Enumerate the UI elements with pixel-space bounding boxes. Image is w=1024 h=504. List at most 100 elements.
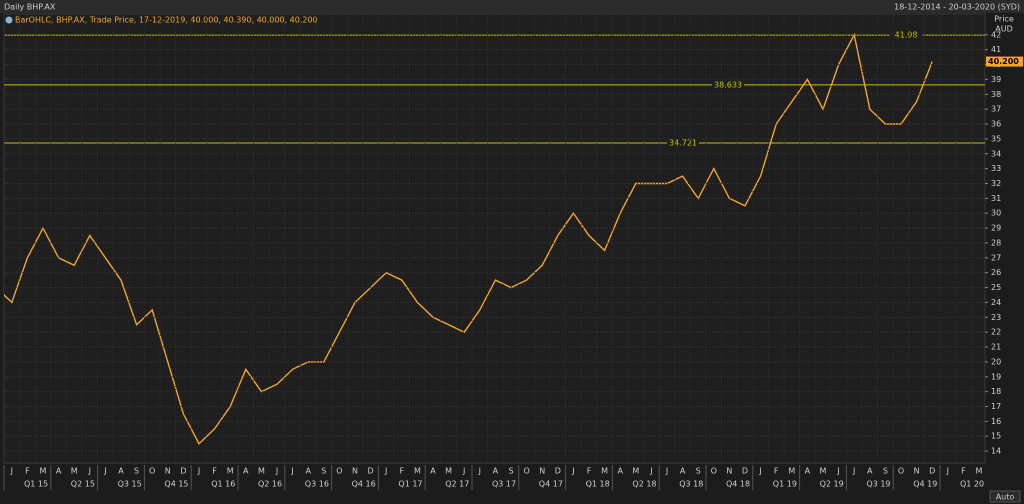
- x-tick-label: J: [275, 467, 278, 476]
- x-tick-label: M: [976, 467, 983, 476]
- x-tick-label: A: [243, 467, 249, 476]
- x-tick-label: F: [399, 467, 404, 476]
- x-tick-label: S: [508, 467, 513, 476]
- x-tick-label: O: [711, 467, 717, 476]
- price-line: [4, 32, 933, 445]
- x-tick-label: D: [180, 467, 186, 476]
- quarter-label: Q3 18: [679, 480, 703, 489]
- x-tick-label: J: [478, 467, 481, 476]
- x-tick-label: J: [852, 467, 855, 476]
- x-tick-label: J: [462, 467, 465, 476]
- x-tick-label: J: [197, 467, 200, 476]
- y-tick-label: 27: [991, 253, 1001, 262]
- quarter-label: Q3 15: [118, 480, 142, 489]
- plot: 41.98 38.633 34.721: [4, 30, 985, 445]
- y-tick-label: 33: [991, 164, 1001, 173]
- x-tick-label: F: [587, 467, 592, 476]
- level-label: 38.633: [714, 80, 742, 89]
- x-tick-label: N: [539, 467, 545, 476]
- x-tick-label: A: [305, 467, 311, 476]
- y-tick-label: 30: [991, 209, 1001, 218]
- y-tick-label: 41: [991, 45, 1001, 54]
- x-tick-label: A: [805, 467, 811, 476]
- x-tick-label: A: [493, 467, 499, 476]
- x-tick-label: A: [867, 467, 873, 476]
- level-label: 34.721: [669, 139, 697, 148]
- y-tick-label: 35: [991, 134, 1001, 143]
- x-tick-label: O: [523, 467, 529, 476]
- x-tick-label: M: [71, 467, 78, 476]
- x-tick-label: S: [883, 467, 888, 476]
- quarter-label: Q1 20: [960, 480, 984, 489]
- quarter-label: Q4 17: [539, 480, 563, 489]
- x-tick-label: S: [696, 467, 701, 476]
- quarter-label: Q4 19: [913, 480, 937, 489]
- y-tick-label: 23: [991, 313, 1001, 322]
- x-tick-label: A: [680, 467, 686, 476]
- x-tick-label: J: [384, 467, 387, 476]
- x-tick-label: O: [336, 467, 342, 476]
- y-tick-label: 15: [991, 432, 1001, 441]
- quarter-label: Q3 17: [492, 480, 516, 489]
- x-tick-label: M: [445, 467, 452, 476]
- quarter-label: Q1 17: [398, 480, 422, 489]
- quarter-label: Q1 19: [773, 480, 797, 489]
- y-tick-label: 38: [991, 90, 1001, 99]
- y-tick-label: 39: [991, 75, 1001, 84]
- plot-area: [3, 13, 986, 464]
- x-tick-label: N: [914, 467, 920, 476]
- x-tick-label: M: [788, 467, 795, 476]
- x-tick-label: F: [212, 467, 217, 476]
- auto-button-label[interactable]: Auto: [996, 493, 1015, 502]
- y-tick-label: 28: [991, 238, 1001, 247]
- auto-button[interactable]: [989, 490, 1021, 503]
- x-tick-label: S: [134, 467, 139, 476]
- x-tick-label: D: [368, 467, 374, 476]
- x-tick-label: M: [40, 467, 47, 476]
- quarter-label: Q2 18: [632, 480, 656, 489]
- y-tick-label: 16: [991, 417, 1001, 426]
- x-tick-label: J: [836, 467, 839, 476]
- x-tick-label: J: [649, 467, 652, 476]
- y-tick-label: 22: [991, 328, 1001, 337]
- x-tick-label: M: [258, 467, 265, 476]
- quarter-label: Q3 16: [305, 480, 329, 489]
- y-tick-label: 29: [991, 224, 1001, 233]
- quarter-label: Q1 16: [211, 480, 235, 489]
- x-tick-label: N: [726, 467, 732, 476]
- x-tick-label: N: [165, 467, 171, 476]
- y-tick-label: 37: [991, 105, 1001, 114]
- x-tick-label: O: [149, 467, 155, 476]
- y-tick-label: 24: [991, 298, 1001, 307]
- quarter-label: Q2 15: [71, 480, 95, 489]
- x-tick-label: F: [25, 467, 30, 476]
- level-label-bg: [890, 30, 922, 40]
- y-tick-label: 19: [991, 372, 1001, 381]
- x-tick-label: J: [10, 467, 13, 476]
- x-tick-label: D: [555, 467, 561, 476]
- x-tick-label: F: [774, 467, 779, 476]
- y-axis-label: Price: [994, 15, 1014, 24]
- x-tick-label: M: [820, 467, 827, 476]
- x-tick-label: J: [103, 467, 106, 476]
- x-tick-label: J: [571, 467, 574, 476]
- quarter-label: Q2 16: [258, 480, 282, 489]
- y-tick-label: 32: [991, 179, 1001, 188]
- quarter-label: Q2 19: [820, 480, 844, 489]
- y-tick-label: 42: [991, 30, 1001, 39]
- quarter-label: Q1 18: [586, 480, 610, 489]
- x-tick-label: J: [946, 467, 949, 476]
- x-tick-label: J: [758, 467, 761, 476]
- y-tick-label: 25: [991, 283, 1001, 292]
- x-tick-label: S: [321, 467, 326, 476]
- x-tick-label: M: [227, 467, 234, 476]
- date-range: 18-12-2014 - 20-03-2020 (SYD): [894, 3, 1020, 12]
- legend: BarOHLC, BHP.AX, Trade Price, 17-12-2019…: [15, 16, 318, 25]
- x-tick-label: A: [430, 467, 436, 476]
- quarter-label: Q2 17: [445, 480, 469, 489]
- x-tick-label: A: [56, 467, 62, 476]
- x-tick-label: F: [961, 467, 966, 476]
- x-tick-label: N: [352, 467, 358, 476]
